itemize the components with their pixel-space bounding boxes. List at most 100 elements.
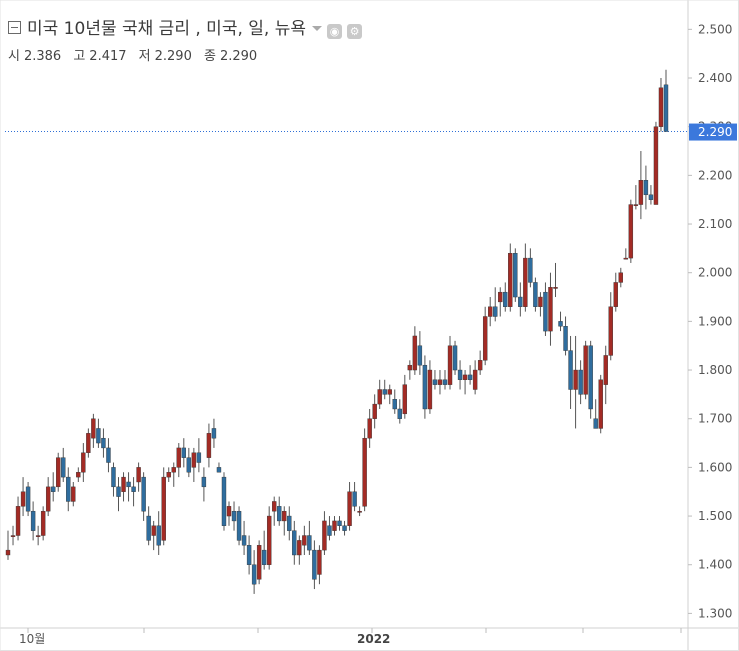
candle[interactable] — [96, 418, 101, 448]
candle[interactable] — [337, 516, 342, 531]
candle[interactable] — [266, 506, 272, 570]
candle[interactable] — [663, 69, 669, 132]
candle[interactable] — [508, 243, 513, 312]
candle[interactable] — [377, 379, 382, 409]
candle[interactable] — [191, 447, 197, 482]
candle[interactable] — [10, 525, 16, 546]
candle[interactable] — [432, 370, 438, 390]
candle[interactable] — [126, 472, 131, 502]
candle[interactable] — [71, 481, 76, 507]
candle[interactable] — [598, 374, 603, 434]
candle[interactable] — [442, 370, 448, 390]
candle[interactable] — [523, 243, 528, 312]
candle[interactable] — [387, 384, 392, 405]
candle[interactable] — [452, 340, 458, 375]
candle[interactable] — [553, 262, 558, 298]
candle[interactable] — [136, 462, 141, 492]
candle[interactable] — [86, 428, 91, 458]
candle[interactable] — [256, 540, 262, 585]
candle[interactable] — [477, 350, 483, 375]
candle[interactable] — [603, 345, 608, 405]
candle[interactable] — [467, 365, 473, 385]
candle[interactable] — [307, 520, 312, 555]
candle[interactable] — [493, 287, 498, 322]
candle[interactable] — [543, 282, 548, 336]
candle[interactable] — [141, 472, 146, 521]
candle[interactable] — [101, 428, 106, 458]
candle[interactable] — [608, 292, 613, 361]
candle[interactable] — [25, 481, 31, 517]
candle[interactable] — [231, 501, 237, 531]
candle[interactable] — [201, 467, 207, 502]
candle[interactable] — [226, 501, 232, 526]
candle[interactable] — [367, 408, 372, 448]
candle[interactable] — [241, 520, 247, 555]
candle[interactable] — [357, 506, 362, 517]
candle[interactable] — [347, 481, 352, 531]
candle[interactable] — [61, 447, 66, 482]
candle[interactable] — [568, 335, 573, 409]
candle[interactable] — [322, 511, 327, 555]
candle[interactable] — [91, 413, 96, 448]
candle[interactable] — [216, 462, 222, 473]
candle[interactable] — [578, 360, 583, 405]
candle[interactable] — [297, 535, 302, 565]
symbol-dropdown-icon[interactable] — [312, 26, 322, 31]
candle[interactable] — [643, 165, 649, 210]
candle[interactable] — [121, 472, 126, 502]
candle[interactable] — [211, 418, 217, 448]
candle[interactable] — [332, 516, 337, 536]
candle[interactable] — [30, 501, 36, 541]
candle[interactable] — [151, 520, 156, 551]
candle[interactable] — [327, 516, 332, 541]
candle[interactable] — [272, 496, 277, 526]
candle[interactable] — [462, 370, 468, 395]
candle[interactable] — [487, 297, 493, 327]
candle[interactable] — [186, 447, 192, 478]
candle[interactable] — [573, 335, 578, 429]
candle[interactable] — [588, 340, 593, 419]
candle[interactable] — [548, 272, 553, 346]
candle[interactable] — [563, 316, 568, 356]
candle[interactable] — [196, 438, 202, 473]
candle[interactable] — [146, 506, 151, 546]
candle[interactable] — [382, 379, 387, 400]
candles[interactable] — [5, 69, 669, 594]
candle[interactable] — [302, 525, 307, 555]
candle[interactable] — [221, 472, 227, 531]
candle[interactable] — [457, 360, 463, 390]
candle[interactable] — [35, 525, 41, 546]
candle[interactable] — [638, 151, 644, 220]
candle[interactable] — [513, 248, 518, 302]
candle[interactable] — [181, 438, 187, 468]
candle[interactable] — [251, 550, 257, 594]
candle[interactable] — [51, 472, 56, 502]
candle[interactable] — [392, 389, 397, 414]
candle[interactable] — [66, 467, 71, 512]
candle[interactable] — [648, 185, 654, 205]
candle[interactable] — [653, 121, 659, 205]
candle[interactable] — [583, 340, 588, 400]
candle[interactable] — [613, 272, 618, 312]
candle[interactable] — [482, 306, 488, 366]
candle[interactable] — [447, 335, 453, 390]
candle[interactable] — [287, 506, 292, 541]
candle[interactable] — [472, 360, 478, 395]
candle[interactable] — [342, 520, 347, 536]
candle[interactable] — [116, 477, 121, 512]
candle[interactable] — [623, 248, 629, 260]
candle[interactable] — [156, 511, 161, 555]
candle[interactable] — [427, 360, 433, 414]
candle[interactable] — [246, 535, 252, 575]
candle[interactable] — [362, 428, 367, 512]
candle[interactable] — [81, 443, 86, 482]
candle[interactable] — [397, 399, 402, 424]
candle[interactable] — [292, 520, 297, 565]
candle[interactable] — [277, 496, 282, 526]
candle[interactable] — [261, 530, 267, 570]
candle[interactable] — [171, 462, 176, 487]
candle[interactable] — [593, 399, 598, 429]
candle[interactable] — [533, 277, 538, 312]
candle[interactable] — [412, 326, 418, 375]
